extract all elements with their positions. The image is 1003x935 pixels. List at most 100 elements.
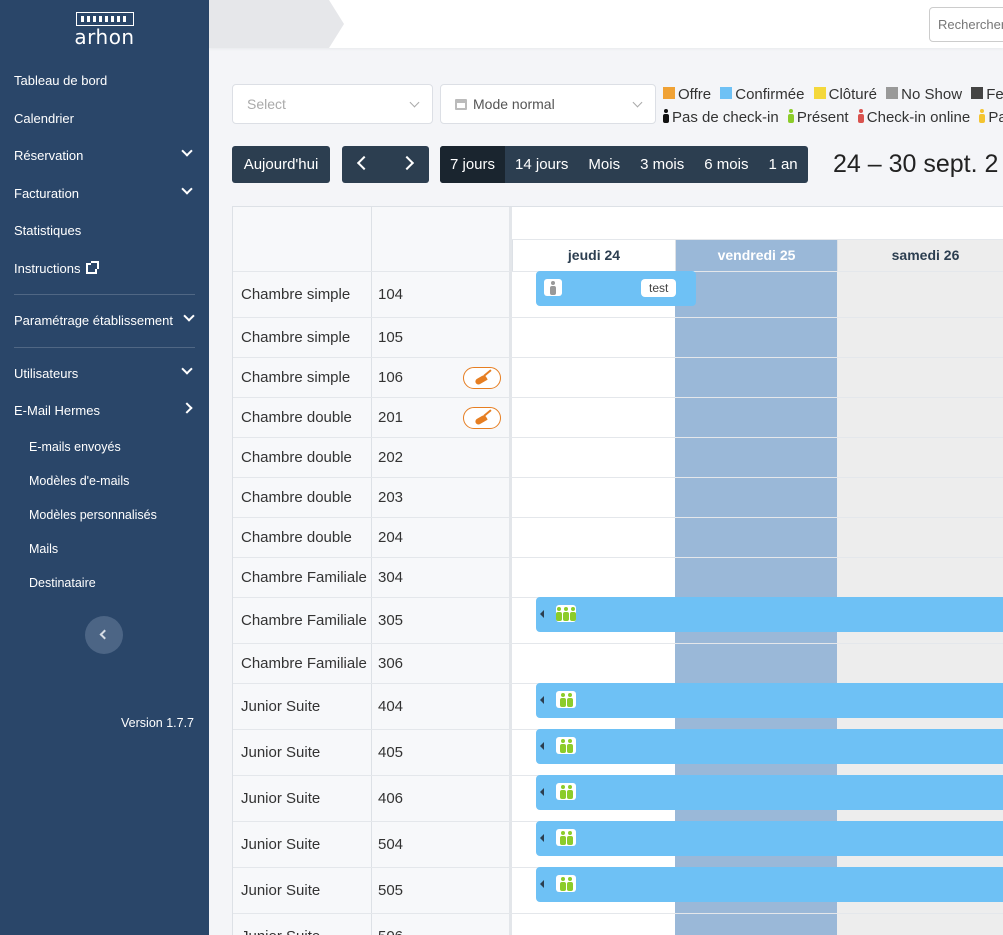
person-icon	[566, 692, 573, 707]
sidebar-item-dashboard[interactable]: Tableau de bord	[0, 62, 209, 100]
sidebar-item-label: Utilisateurs	[14, 365, 79, 381]
room-type: Junior Suite	[241, 928, 320, 935]
guests-present-icon	[556, 829, 576, 846]
room-number: 506	[378, 928, 403, 935]
booking-block[interactable]	[536, 821, 1003, 856]
room-number: 105	[378, 329, 404, 346]
legend-closed-swatch-dark	[971, 87, 984, 99]
sidebar-divider	[14, 346, 195, 348]
sidebar-item-calendar[interactable]: Calendrier	[0, 100, 209, 138]
sidebar-subitem-email-templates[interactable]: Modèles d'e-mails	[29, 473, 130, 488]
cleaning-broom-icon[interactable]	[463, 407, 501, 429]
legend-label: Fer	[986, 86, 1003, 103]
view-6-months[interactable]: 6 mois	[704, 156, 749, 173]
room-type: Chambre Familiale	[241, 655, 367, 672]
guests-present-icon	[556, 875, 576, 892]
booking-block[interactable]	[536, 597, 1003, 632]
booking-block[interactable]	[536, 683, 1003, 718]
view-switcher: 7 jours 14 jours Mois 3 mois 6 mois 1 an	[440, 146, 808, 183]
sidebar-divider	[14, 294, 195, 295]
search-input[interactable]: Rechercher	[929, 7, 1003, 42]
booking-block[interactable]	[536, 729, 1003, 764]
chevron-right-icon	[183, 392, 191, 430]
sidebar-subitem-sent-emails[interactable]: E-mails envoyés	[29, 439, 121, 454]
arrow-left-icon	[540, 610, 544, 618]
person-icon	[979, 109, 986, 123]
room-number: 204	[378, 529, 404, 546]
room-number: 304	[378, 569, 404, 586]
sidebar-collapse-button[interactable]	[85, 616, 123, 654]
room-type: Junior Suite	[241, 744, 321, 761]
view-3-months[interactable]: 3 mois	[640, 156, 685, 173]
sidebar-item-label: Facturation	[14, 185, 80, 201]
mode-select[interactable]: Mode normal	[440, 84, 656, 124]
room-row: Chambre double 203	[233, 477, 1003, 517]
legend-noshow-swatch	[886, 87, 899, 99]
sidebar-item-billing[interactable]: Facturation	[0, 175, 209, 213]
booking-block[interactable]	[536, 775, 1003, 810]
sidebar-item-email-hermes[interactable]: E-Mail Hermes	[0, 392, 209, 430]
room-number: 505	[378, 882, 404, 899]
sidebar-item-statistics[interactable]: Statistiques	[0, 212, 209, 250]
sidebar-item-reservation[interactable]: Réservation	[0, 137, 209, 175]
sidebar-item-label: E-Mail Hermes	[14, 403, 100, 418]
logo[interactable]: arhon	[0, 12, 209, 48]
room-type: Chambre simple	[241, 329, 351, 346]
room-row: Chambre simple 105	[233, 317, 1003, 357]
chevron-down-icon	[185, 302, 193, 340]
guests-present-icon	[556, 605, 576, 622]
room-type: Junior Suite	[241, 882, 321, 899]
sidebar-subitem-recipient[interactable]: Destinataire	[29, 575, 96, 590]
room-type: Junior Suite	[241, 698, 321, 715]
legend-label: Check-in online	[866, 109, 971, 126]
person-icon	[787, 109, 794, 123]
next-button[interactable]	[385, 146, 428, 183]
chevron-down-icon	[183, 355, 191, 393]
arrow-left-icon	[540, 880, 544, 888]
sidebar-subitem-mails[interactable]: Mails	[29, 541, 59, 556]
booking-tag: test	[641, 279, 677, 297]
date-range-title: 24 – 30 sept. 2	[833, 150, 999, 178]
legend-offer-swatch	[663, 87, 675, 99]
sidebar-subitem-custom-templates[interactable]: Modèles personnalisés	[29, 507, 157, 522]
sidebar-item-settings[interactable]: Paramétrage établissement	[0, 302, 209, 340]
room-type: Chambre simple	[241, 286, 351, 303]
person-icon	[563, 606, 569, 621]
sidebar-item-instructions[interactable]: Instructions	[0, 250, 209, 288]
room-row: Chambre simple 106	[233, 357, 1003, 397]
day-header: samedi 26	[837, 239, 1003, 271]
legend-label: Présent	[796, 109, 849, 126]
room-row: Chambre double 202	[233, 437, 1003, 477]
prev-button[interactable]	[342, 146, 385, 183]
arrow-left-icon	[540, 742, 544, 750]
checkin-legend: Pas de check-in Présent Check-in online …	[663, 109, 1003, 126]
view-1-year[interactable]: 1 an	[768, 156, 798, 173]
select-placeholder: Select	[247, 96, 286, 112]
person-icon	[857, 109, 864, 123]
day-column-today	[675, 239, 837, 935]
room-number: 305	[378, 612, 404, 629]
room-type: Chambre double	[241, 529, 352, 546]
sidebar-nav: Tableau de bord Calendrier Réservation F…	[0, 62, 209, 600]
booking-block[interactable]: test	[536, 271, 696, 306]
person-icon	[556, 606, 562, 621]
booking-block[interactable]	[536, 867, 1003, 902]
breadcrumb-arrow	[209, 0, 344, 48]
sidebar-item-label: Réservation	[14, 148, 84, 163]
resource-select[interactable]: Select	[232, 84, 433, 124]
person-icon	[566, 876, 573, 891]
person-icon	[663, 109, 669, 123]
today-button[interactable]: Aujourd'hui	[232, 146, 330, 183]
sidebar-item-users[interactable]: Utilisateurs	[0, 355, 209, 393]
arrow-left-icon	[540, 696, 544, 704]
legend-label: Par	[988, 109, 1003, 126]
logo-text: arhon	[74, 25, 135, 49]
room-type: Junior Suite	[241, 836, 321, 853]
external-link-icon	[86, 260, 100, 274]
logo-mark-icon	[75, 12, 134, 26]
view-month[interactable]: Mois	[588, 156, 621, 173]
view-7-days[interactable]: 7 jours	[440, 146, 506, 183]
room-type: Chambre Familiale	[241, 612, 367, 629]
view-14-days[interactable]: 14 jours	[515, 156, 569, 173]
cleaning-broom-icon[interactable]	[463, 367, 501, 389]
